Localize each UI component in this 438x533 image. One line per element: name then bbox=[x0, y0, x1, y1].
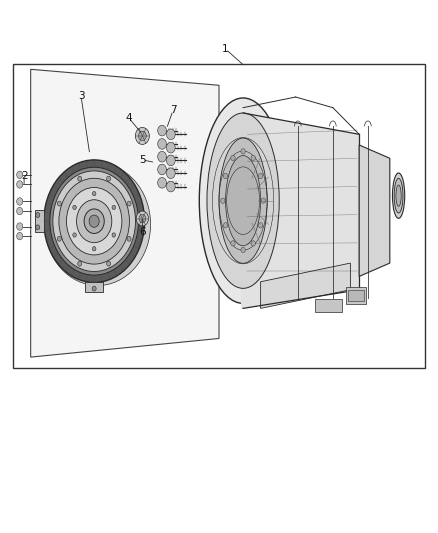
Circle shape bbox=[17, 198, 23, 205]
Circle shape bbox=[135, 127, 149, 144]
Circle shape bbox=[59, 178, 130, 264]
Circle shape bbox=[44, 160, 145, 282]
Circle shape bbox=[241, 247, 245, 253]
Ellipse shape bbox=[219, 138, 267, 263]
Ellipse shape bbox=[45, 163, 151, 286]
Bar bbox=[346, 287, 366, 304]
Circle shape bbox=[231, 155, 235, 160]
Polygon shape bbox=[359, 145, 390, 277]
Circle shape bbox=[127, 236, 131, 241]
Circle shape bbox=[261, 198, 265, 204]
Ellipse shape bbox=[226, 156, 261, 246]
Circle shape bbox=[241, 149, 245, 154]
Text: 3: 3 bbox=[78, 91, 85, 101]
Ellipse shape bbox=[392, 173, 405, 219]
Circle shape bbox=[84, 209, 104, 233]
Ellipse shape bbox=[199, 98, 287, 303]
Circle shape bbox=[78, 176, 82, 181]
Circle shape bbox=[77, 200, 112, 243]
Circle shape bbox=[166, 155, 175, 166]
Circle shape bbox=[258, 173, 263, 179]
Ellipse shape bbox=[394, 179, 403, 213]
Circle shape bbox=[136, 211, 148, 226]
Text: 5: 5 bbox=[139, 155, 146, 165]
Circle shape bbox=[166, 129, 175, 140]
Polygon shape bbox=[31, 69, 219, 357]
Circle shape bbox=[17, 232, 23, 240]
Circle shape bbox=[17, 207, 23, 215]
Circle shape bbox=[53, 171, 135, 271]
Polygon shape bbox=[261, 263, 350, 309]
Circle shape bbox=[92, 247, 96, 251]
Circle shape bbox=[89, 215, 99, 227]
Bar bbox=[315, 299, 342, 312]
Circle shape bbox=[231, 241, 235, 246]
Circle shape bbox=[78, 261, 82, 266]
Circle shape bbox=[139, 214, 146, 223]
Text: 7: 7 bbox=[170, 106, 177, 115]
Circle shape bbox=[36, 213, 40, 217]
Circle shape bbox=[251, 241, 255, 246]
Polygon shape bbox=[85, 282, 103, 292]
Circle shape bbox=[112, 205, 116, 209]
Text: 2: 2 bbox=[21, 171, 28, 181]
Circle shape bbox=[17, 181, 23, 188]
Circle shape bbox=[158, 125, 166, 136]
Circle shape bbox=[17, 223, 23, 230]
Circle shape bbox=[36, 225, 40, 230]
Circle shape bbox=[258, 223, 263, 228]
Circle shape bbox=[166, 168, 175, 179]
Circle shape bbox=[223, 223, 228, 228]
Circle shape bbox=[73, 205, 76, 209]
Circle shape bbox=[106, 261, 111, 266]
Circle shape bbox=[50, 167, 138, 275]
Circle shape bbox=[106, 176, 111, 181]
Circle shape bbox=[223, 173, 228, 179]
Text: 1: 1 bbox=[222, 44, 229, 54]
Circle shape bbox=[67, 188, 122, 255]
Circle shape bbox=[57, 201, 61, 206]
Circle shape bbox=[158, 177, 166, 188]
Circle shape bbox=[138, 131, 146, 141]
Circle shape bbox=[158, 139, 166, 149]
Circle shape bbox=[158, 164, 166, 175]
Ellipse shape bbox=[396, 185, 401, 206]
Circle shape bbox=[166, 142, 175, 153]
Circle shape bbox=[127, 201, 131, 206]
Text: 4: 4 bbox=[126, 114, 133, 123]
Circle shape bbox=[251, 155, 255, 160]
Circle shape bbox=[112, 233, 116, 237]
Circle shape bbox=[17, 171, 23, 179]
Polygon shape bbox=[35, 210, 44, 232]
Bar bbox=[348, 290, 364, 301]
Ellipse shape bbox=[207, 113, 279, 288]
Bar bbox=[13, 64, 425, 368]
Circle shape bbox=[92, 191, 96, 196]
Circle shape bbox=[92, 286, 96, 291]
Polygon shape bbox=[241, 113, 359, 309]
Circle shape bbox=[158, 151, 166, 162]
Circle shape bbox=[73, 233, 76, 237]
Text: 6: 6 bbox=[139, 227, 146, 237]
Circle shape bbox=[57, 236, 61, 241]
Circle shape bbox=[221, 198, 225, 204]
Circle shape bbox=[166, 181, 175, 192]
